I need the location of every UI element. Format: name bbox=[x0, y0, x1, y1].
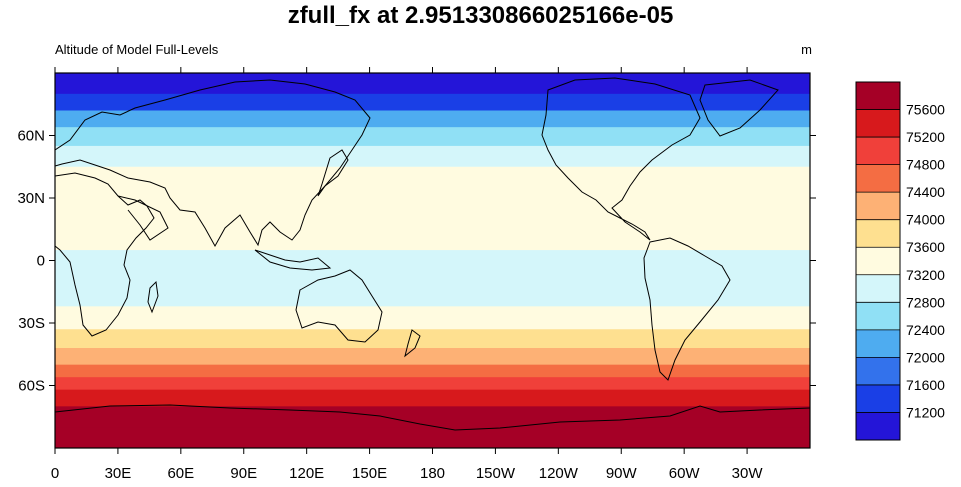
colorbar-frame bbox=[855, 81, 901, 441]
colorbar-swatch bbox=[856, 384, 900, 413]
colorbar-swatch bbox=[856, 412, 900, 441]
x-tick-label: 30W bbox=[732, 465, 764, 482]
field-band bbox=[55, 166, 810, 189]
colorbar-swatch bbox=[856, 247, 900, 276]
x-axis: 0 30E 60E 90E 120E 150E 180 150W 120W 90W 60W 30W bbox=[51, 67, 764, 482]
x-tick-label: 120W bbox=[539, 465, 579, 482]
colorbar-label: 74800 bbox=[906, 157, 945, 173]
colorbar-label: 74400 bbox=[906, 184, 945, 200]
south-america-outline bbox=[643, 237, 731, 381]
colorbar: 75600 75200 74800 74400 74000 73600 73200 72800… bbox=[855, 81, 945, 441]
x-tick-label: 60W bbox=[669, 465, 701, 482]
field-band bbox=[55, 73, 810, 95]
field-band bbox=[55, 329, 810, 349]
field-band bbox=[55, 348, 810, 366]
arabia-outline bbox=[117, 195, 169, 241]
colorbar-label: 74000 bbox=[906, 212, 945, 228]
chart-subtitle: Altitude of Model Full-Levels bbox=[55, 42, 219, 57]
field-band bbox=[55, 364, 810, 378]
x-tick-label: 90E bbox=[230, 465, 257, 482]
field-band bbox=[55, 389, 810, 407]
colorbar-swatch bbox=[856, 192, 900, 221]
y-tick-label: 60S bbox=[18, 378, 45, 395]
colorbar-label: 71600 bbox=[906, 377, 945, 393]
colorbar-swatch bbox=[856, 219, 900, 248]
chart-title: zfull_fx at 2.951330866025166e-05 bbox=[287, 2, 674, 29]
field-band bbox=[55, 127, 810, 147]
australia-outline bbox=[295, 269, 383, 343]
field-band bbox=[55, 145, 810, 168]
map-field bbox=[55, 73, 810, 448]
x-tick-label: 150E bbox=[352, 465, 387, 482]
colorbar-swatch bbox=[856, 302, 900, 331]
north-america-outline bbox=[541, 77, 701, 241]
madagascar-outline bbox=[147, 280, 159, 314]
field-band bbox=[55, 281, 810, 307]
field-band bbox=[55, 93, 810, 111]
colorbar-label: 72800 bbox=[906, 294, 945, 310]
field-band bbox=[55, 406, 810, 428]
x-tick-label: 90W bbox=[606, 465, 638, 482]
africa-outline bbox=[55, 172, 155, 337]
colorbar-label: 75200 bbox=[906, 129, 945, 145]
y-tick-label: 30S bbox=[18, 315, 45, 332]
greenland-outline bbox=[699, 79, 779, 137]
colorbar-label: 72000 bbox=[906, 349, 945, 365]
colorbar-label: 71200 bbox=[906, 404, 945, 420]
y-tick-label: 60N bbox=[17, 128, 45, 145]
colorbar-swatch bbox=[856, 164, 900, 193]
colorbar-swatch bbox=[856, 329, 900, 358]
colorbar-label: 73600 bbox=[906, 239, 945, 255]
new-zealand-outline bbox=[404, 329, 421, 358]
antarctica-outline bbox=[55, 404, 810, 431]
japan-outline bbox=[317, 149, 349, 197]
colorbar-swatch bbox=[856, 109, 900, 138]
y-tick-label: 30N bbox=[17, 190, 45, 207]
eurasia-outline bbox=[55, 79, 371, 248]
field-band bbox=[55, 377, 810, 391]
x-tick-label: 180 bbox=[420, 465, 445, 482]
colorbar-label: 75600 bbox=[906, 102, 945, 118]
colorbar-swatch bbox=[856, 137, 900, 166]
colorbar-swatch bbox=[856, 82, 900, 111]
field-band bbox=[55, 187, 810, 220]
field-band bbox=[55, 306, 810, 330]
x-tick-label: 60E bbox=[167, 465, 194, 482]
field-band bbox=[55, 427, 810, 448]
field-band bbox=[55, 218, 810, 251]
colorbar-swatch bbox=[856, 357, 900, 386]
field-band bbox=[55, 110, 810, 128]
units-label: m bbox=[801, 42, 812, 57]
colorbar-label: 73200 bbox=[906, 267, 945, 283]
x-tick-label: 0 bbox=[51, 465, 59, 482]
y-axis: 60N 30N 0 30S 60S bbox=[17, 128, 816, 395]
x-tick-label: 30E bbox=[105, 465, 132, 482]
indonesia-outline bbox=[254, 249, 332, 271]
coastlines bbox=[55, 77, 810, 431]
colorbar-swatch bbox=[856, 274, 900, 303]
x-tick-label: 120E bbox=[289, 465, 324, 482]
x-tick-label: 150W bbox=[476, 465, 516, 482]
colorbar-label: 72400 bbox=[906, 322, 945, 338]
y-tick-label: 0 bbox=[37, 253, 45, 270]
field-band bbox=[55, 250, 810, 282]
